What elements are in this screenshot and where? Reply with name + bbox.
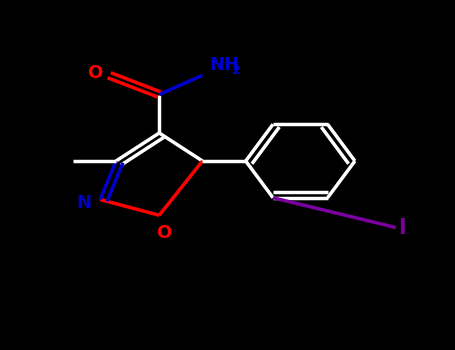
Text: O: O xyxy=(87,64,102,83)
Text: NH: NH xyxy=(209,56,239,74)
Text: 2: 2 xyxy=(232,64,241,77)
Text: N: N xyxy=(76,194,91,212)
Text: I: I xyxy=(398,217,406,238)
Text: O: O xyxy=(156,224,172,242)
